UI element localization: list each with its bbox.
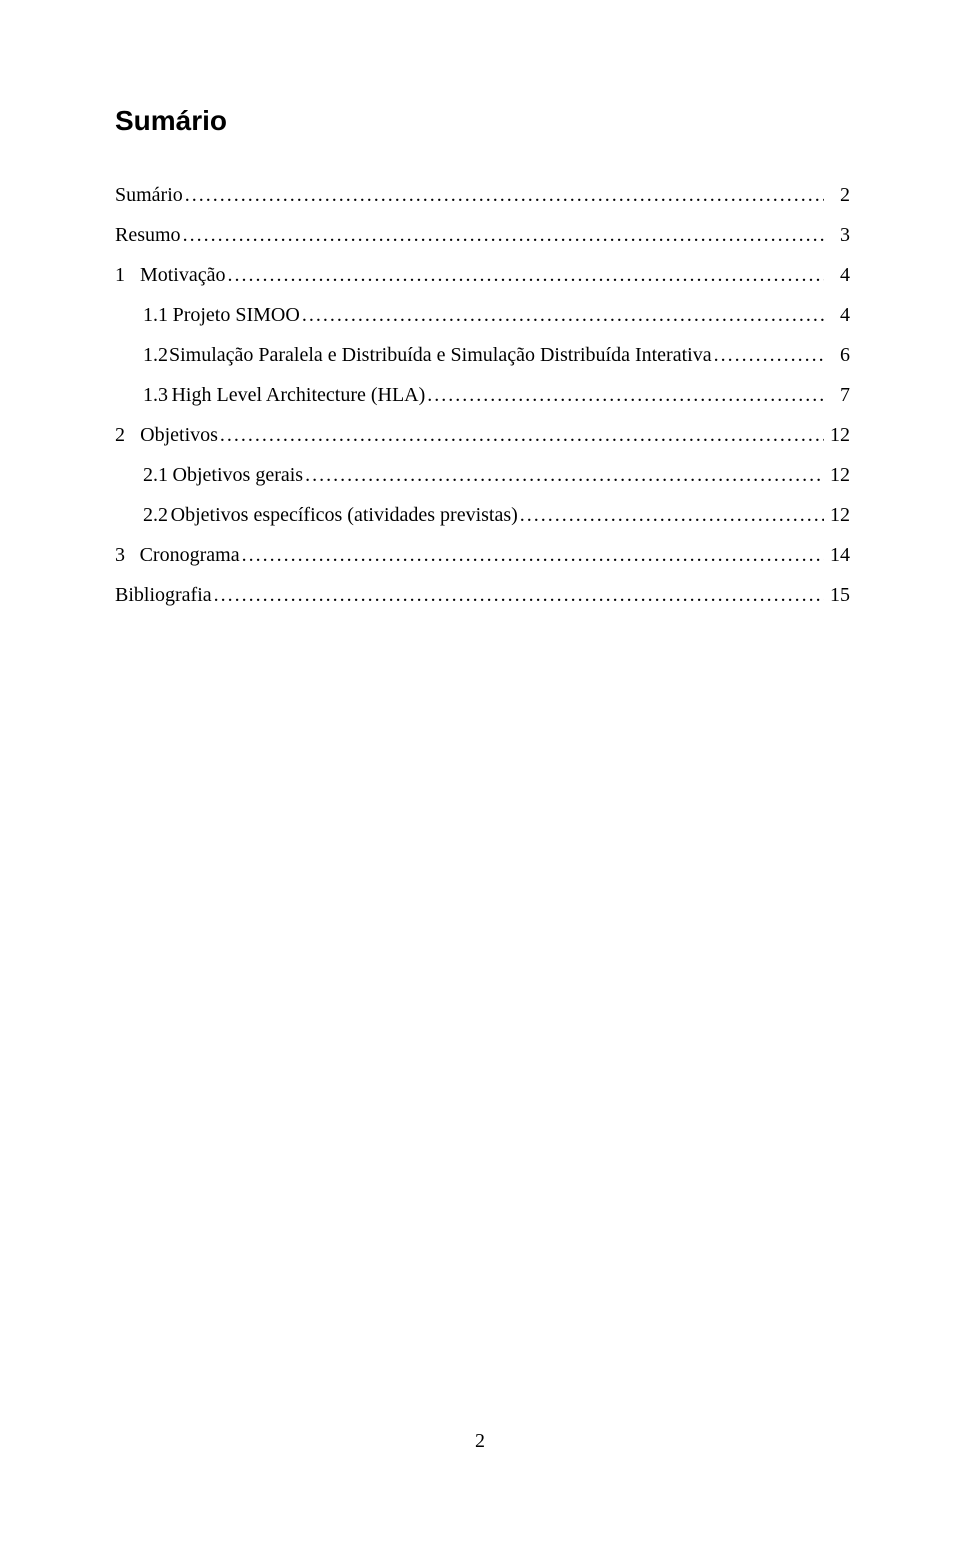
toc-entry-label: Simulação Paralela e Distribuída e Simul…: [169, 345, 712, 365]
toc-entry-page: 14: [826, 545, 850, 565]
toc-leader-dots: [183, 225, 824, 245]
toc-entry-number: 1.3: [143, 385, 168, 405]
toc-leader-dots: [302, 305, 824, 325]
toc-entry-label: Objetivos específicos (atividades previs…: [171, 505, 518, 525]
toc-entry-label: Resumo: [115, 225, 181, 245]
toc-entry-page: 12: [826, 505, 850, 525]
toc-entry: Resumo 3: [115, 225, 850, 245]
toc-entry-number: 2: [115, 425, 125, 445]
toc-entry-label: Cronograma: [140, 545, 240, 565]
toc-entry-label: Objetivos: [140, 425, 218, 445]
toc-entry-page: 3: [826, 225, 850, 245]
toc-entry: 2 Objetivos 12: [115, 425, 850, 445]
toc-entry-number: 1: [115, 265, 125, 285]
page-title: Sumário: [115, 105, 850, 137]
toc-entry: 1.2Simulação Paralela e Distribuída e Si…: [115, 345, 850, 365]
toc-entry-number: 2.1: [143, 465, 168, 485]
toc-entry-number: 1.2: [143, 345, 168, 365]
page-number-footer: 2: [0, 1430, 960, 1453]
toc-leader-dots: [214, 585, 824, 605]
toc-entry-number: 2.2: [143, 505, 168, 525]
toc-entry: 3 Cronograma 14: [115, 545, 850, 565]
toc-entry-page: 12: [826, 425, 850, 445]
toc-entry: Sumário 2: [115, 185, 850, 205]
toc-entry: 1.3High Level Architecture (HLA) 7: [115, 385, 850, 405]
toc-entry-page: 12: [826, 465, 850, 485]
toc-entry-page: 4: [826, 265, 850, 285]
toc-leader-dots: [305, 465, 824, 485]
toc-entry-label: Bibliografia: [115, 585, 212, 605]
toc-entry-number: 1.1: [143, 305, 168, 325]
toc-leader-dots: [220, 425, 824, 445]
toc-entry-number: 3: [115, 545, 125, 565]
toc-entry: 2.2Objetivos específicos (atividades pre…: [115, 505, 850, 525]
toc-entry: Bibliografia 15: [115, 585, 850, 605]
toc-entry-label: Motivação: [140, 265, 226, 285]
toc-entry: 1.1Projeto SIMOO 4: [115, 305, 850, 325]
toc-entry-label: Sumário: [115, 185, 183, 205]
toc-entry-label: High Level Architecture (HLA): [171, 385, 425, 405]
toc-entry-page: 4: [826, 305, 850, 325]
toc-entry: 1 Motivação 4: [115, 265, 850, 285]
toc-leader-dots: [714, 345, 824, 365]
toc-entry-label: Projeto SIMOO: [173, 305, 300, 325]
toc-leader-dots: [242, 545, 824, 565]
toc-leader-dots: [427, 385, 824, 405]
toc-leader-dots: [185, 185, 824, 205]
toc-entry-page: 7: [826, 385, 850, 405]
toc-entry: 2.1Objetivos gerais 12: [115, 465, 850, 485]
toc-entry-page: 15: [826, 585, 850, 605]
table-of-contents: Sumário2Resumo31Motivação41.1Projeto SIM…: [115, 185, 850, 605]
toc-leader-dots: [520, 505, 824, 525]
toc-leader-dots: [227, 265, 824, 285]
toc-entry-page: 6: [826, 345, 850, 365]
toc-entry-page: 2: [826, 185, 850, 205]
toc-entry-label: Objetivos gerais: [173, 465, 304, 485]
